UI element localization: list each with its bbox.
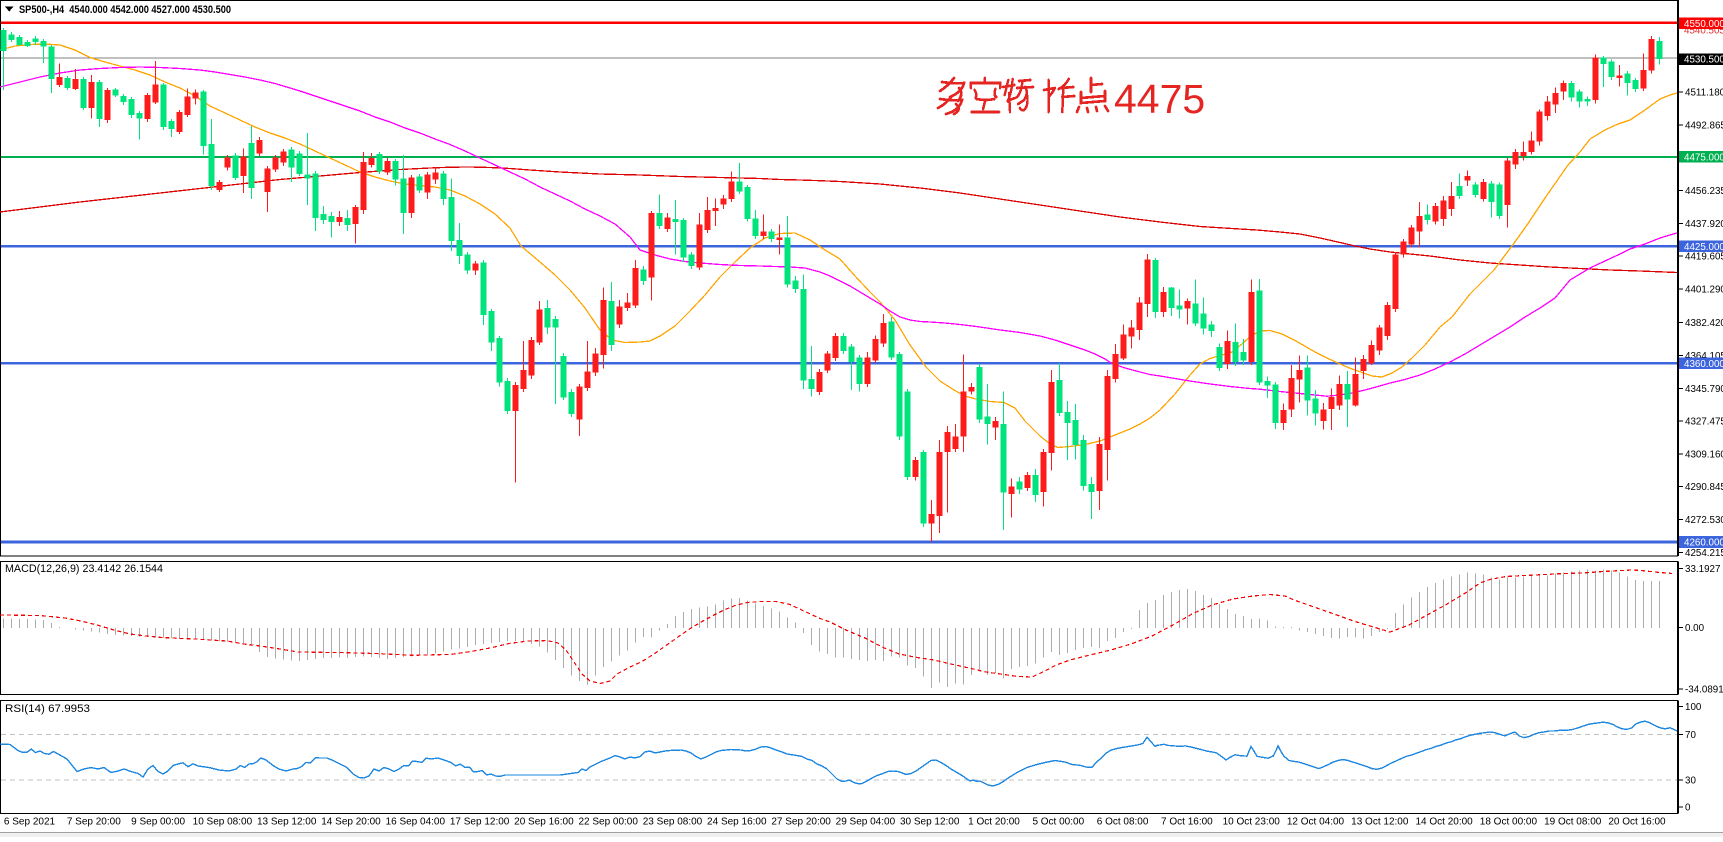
svg-text:17 Sep 12:00: 17 Sep 12:00 xyxy=(450,817,510,828)
svg-text:5 Oct 00:00: 5 Oct 00:00 xyxy=(1032,817,1084,828)
svg-text:4254.215: 4254.215 xyxy=(1685,548,1723,559)
svg-text:14 Sep 20:00: 14 Sep 20:00 xyxy=(321,817,381,828)
svg-text:4260.000: 4260.000 xyxy=(1684,538,1723,549)
svg-text:20 Oct 16:00: 20 Oct 16:00 xyxy=(1608,817,1666,828)
svg-text:4530.500: 4530.500 xyxy=(1684,55,1723,66)
svg-text:4511.180: 4511.180 xyxy=(1685,88,1723,99)
svg-text:4437.920: 4437.920 xyxy=(1685,219,1723,230)
svg-text:29 Sep 04:00: 29 Sep 04:00 xyxy=(836,817,896,828)
svg-text:10 Sep 08:00: 10 Sep 08:00 xyxy=(193,817,253,828)
svg-text:-34.0891: -34.0891 xyxy=(1685,684,1723,695)
svg-text:4475: 4475 xyxy=(1114,76,1205,122)
svg-text:4382.420: 4382.420 xyxy=(1685,318,1723,329)
svg-text:4272.530: 4272.530 xyxy=(1685,515,1723,526)
svg-text:1 Oct 20:00: 1 Oct 20:00 xyxy=(968,817,1020,828)
svg-text:27 Sep 20:00: 27 Sep 20:00 xyxy=(771,817,831,828)
svg-text:4364.105: 4364.105 xyxy=(1685,351,1723,362)
svg-text:13 Oct 12:00: 13 Oct 12:00 xyxy=(1351,817,1409,828)
svg-text:23 Sep 08:00: 23 Sep 08:00 xyxy=(643,817,703,828)
svg-text:MACD(12,26,9) 23.4142 26.1544: MACD(12,26,9) 23.4142 26.1544 xyxy=(5,563,163,575)
svg-text:4360.000: 4360.000 xyxy=(1684,359,1723,370)
svg-text:9 Sep 00:00: 9 Sep 00:00 xyxy=(131,817,185,828)
svg-text:4290.845: 4290.845 xyxy=(1685,482,1723,493)
svg-text:14 Oct 20:00: 14 Oct 20:00 xyxy=(1415,817,1473,828)
svg-text:70: 70 xyxy=(1685,730,1696,741)
svg-text:20 Sep 16:00: 20 Sep 16:00 xyxy=(514,817,574,828)
svg-text:19 Oct 08:00: 19 Oct 08:00 xyxy=(1544,817,1602,828)
svg-text:18 Oct 00:00: 18 Oct 00:00 xyxy=(1480,817,1538,828)
svg-text:RSI(14) 67.9953: RSI(14) 67.9953 xyxy=(5,703,90,715)
svg-text:100: 100 xyxy=(1685,702,1702,713)
svg-text:4492.865: 4492.865 xyxy=(1685,120,1723,131)
svg-text:6 Oct 08:00: 6 Oct 08:00 xyxy=(1097,817,1149,828)
svg-text:4425.000: 4425.000 xyxy=(1684,242,1723,253)
svg-text:4345.790: 4345.790 xyxy=(1685,384,1723,395)
svg-text:30 Sep 12:00: 30 Sep 12:00 xyxy=(900,817,960,828)
svg-text:22 Sep 00:00: 22 Sep 00:00 xyxy=(578,817,638,828)
svg-text:SP500-,H4 4540.000 4542.000 4: SP500-,H4 4540.000 4542.000 4527.000 453… xyxy=(19,4,231,16)
svg-text:4475.000: 4475.000 xyxy=(1684,153,1723,164)
svg-text:4327.475: 4327.475 xyxy=(1685,417,1723,428)
svg-text:4401.290: 4401.290 xyxy=(1685,284,1723,295)
svg-text:4309.160: 4309.160 xyxy=(1685,449,1723,460)
svg-text:33.1927: 33.1927 xyxy=(1685,564,1720,575)
svg-text:7 Sep 20:00: 7 Sep 20:00 xyxy=(67,817,121,828)
svg-text:4550.000: 4550.000 xyxy=(1684,19,1723,30)
svg-text:30: 30 xyxy=(1685,775,1696,786)
svg-text:0.00: 0.00 xyxy=(1685,623,1705,634)
svg-text:6 Sep 2021: 6 Sep 2021 xyxy=(4,817,56,828)
svg-text:12 Oct 04:00: 12 Oct 04:00 xyxy=(1287,817,1345,828)
svg-text:16 Sep 04:00: 16 Sep 04:00 xyxy=(386,817,446,828)
svg-text:13 Sep 12:00: 13 Sep 12:00 xyxy=(257,817,317,828)
svg-text:4540.505: 4540.505 xyxy=(1684,26,1723,37)
svg-text:7 Oct 16:00: 7 Oct 16:00 xyxy=(1161,817,1213,828)
svg-text:24 Sep 16:00: 24 Sep 16:00 xyxy=(707,817,767,828)
svg-text:4419.605: 4419.605 xyxy=(1685,252,1723,263)
svg-text:10 Oct 23:00: 10 Oct 23:00 xyxy=(1223,817,1281,828)
svg-text:4456.235: 4456.235 xyxy=(1685,186,1723,197)
svg-text:0: 0 xyxy=(1685,803,1691,814)
